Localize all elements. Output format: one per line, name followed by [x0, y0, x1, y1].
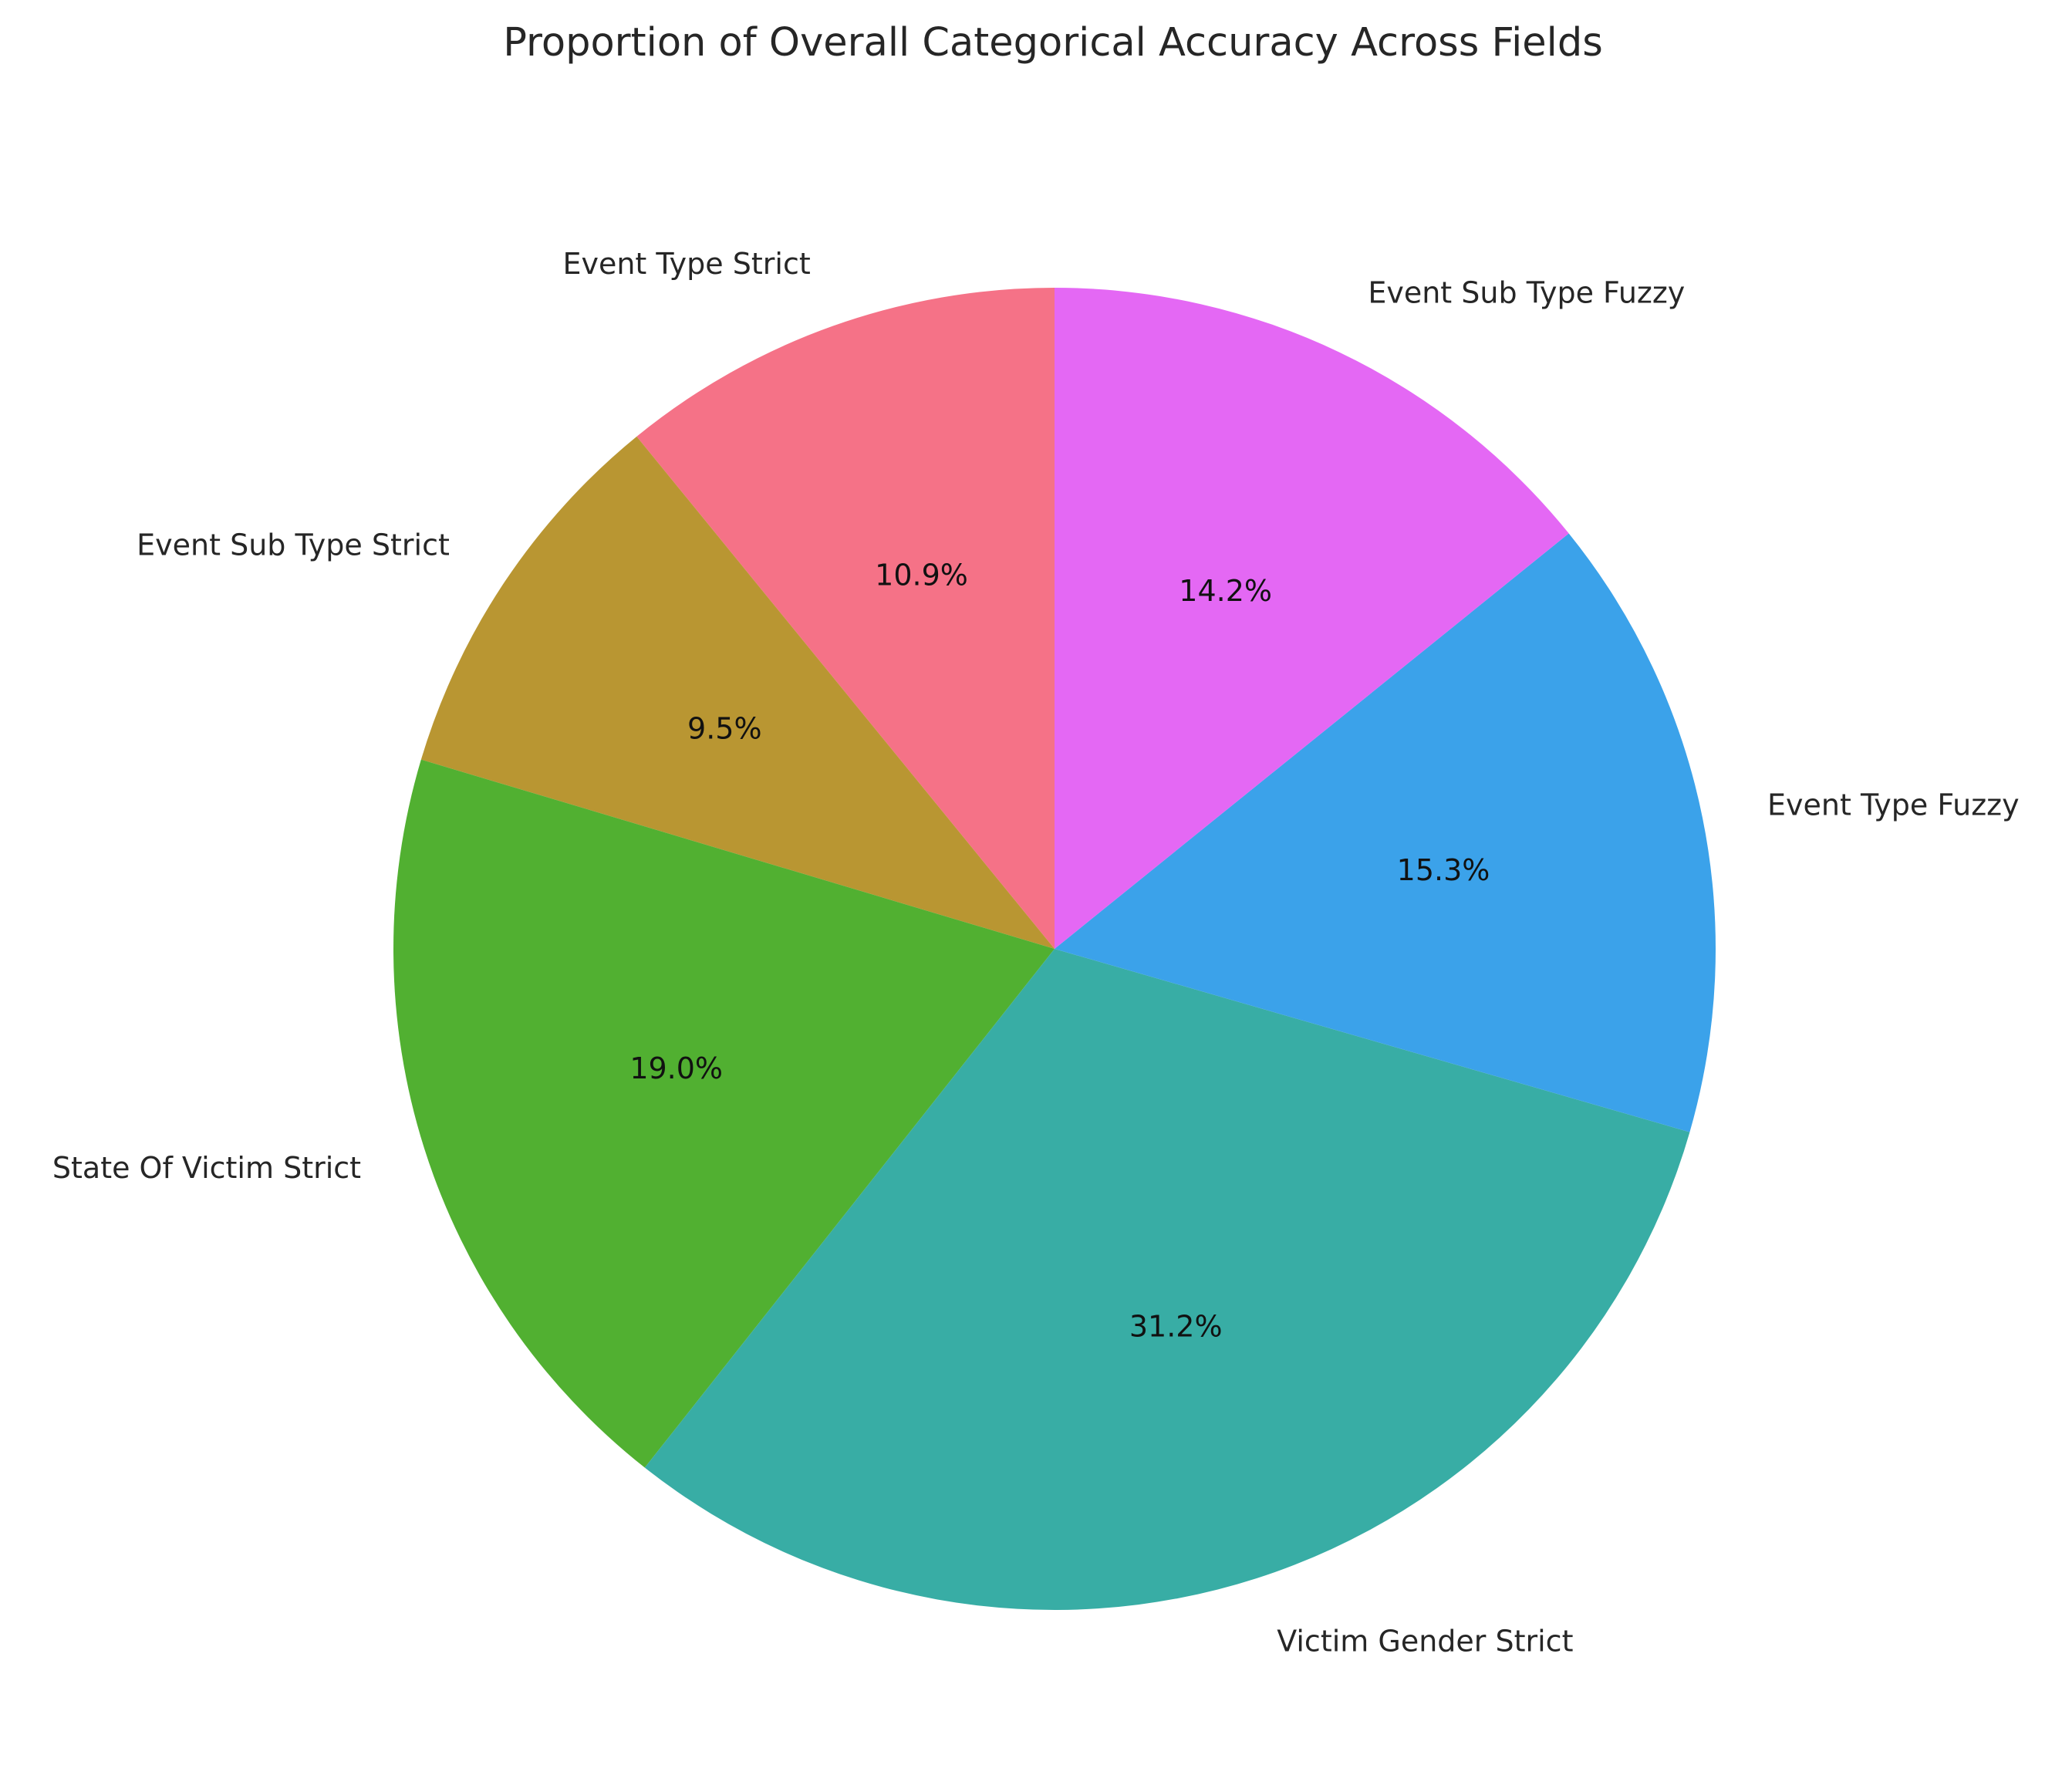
pie-slice-event-type-fuzzy [1055, 533, 1716, 1132]
slice-label-event-sub-type-fuzzy: Event Sub Type Fuzzy [1368, 275, 1685, 309]
slice-label-event-sub-type-strict: Event Sub Type Strict [137, 528, 450, 562]
slice-percent-victim-gender-strict: 31.2% [1129, 1310, 1223, 1344]
pie-slice-event-sub-type-fuzzy [1055, 288, 1569, 949]
slice-label-victim-gender-strict: Victim Gender Strict [1277, 1625, 1573, 1659]
slice-label-event-type-strict: Event Type Strict [562, 247, 810, 281]
slice-percent-event-type-strict: 10.9% [875, 559, 968, 592]
pie-slice-event-type-strict [636, 288, 1055, 949]
slice-percent-state-of-victim-strict: 19.0% [629, 1051, 723, 1085]
pie-slice-victim-gender-strict [644, 949, 1690, 1610]
slice-percent-event-sub-type-fuzzy: 14.2% [1179, 574, 1272, 608]
pie-slices [393, 288, 1716, 1610]
slice-label-event-type-fuzzy: Event Type Fuzzy [1767, 788, 2020, 822]
chart-title: Proportion of Overall Categorical Accura… [503, 20, 1603, 66]
pie-slice-state-of-victim-strict [393, 759, 1055, 1468]
pie-slice-event-sub-type-strict [420, 436, 1055, 949]
slice-label-state-of-victim-strict: State Of Victim Strict [52, 1151, 361, 1185]
pie-labels: Event Type Strict 10.9% Event Sub Type Str… [52, 247, 2020, 1659]
slice-percent-event-type-fuzzy: 15.3% [1397, 853, 1490, 887]
slice-percent-event-sub-type-strict: 9.5% [687, 712, 762, 746]
